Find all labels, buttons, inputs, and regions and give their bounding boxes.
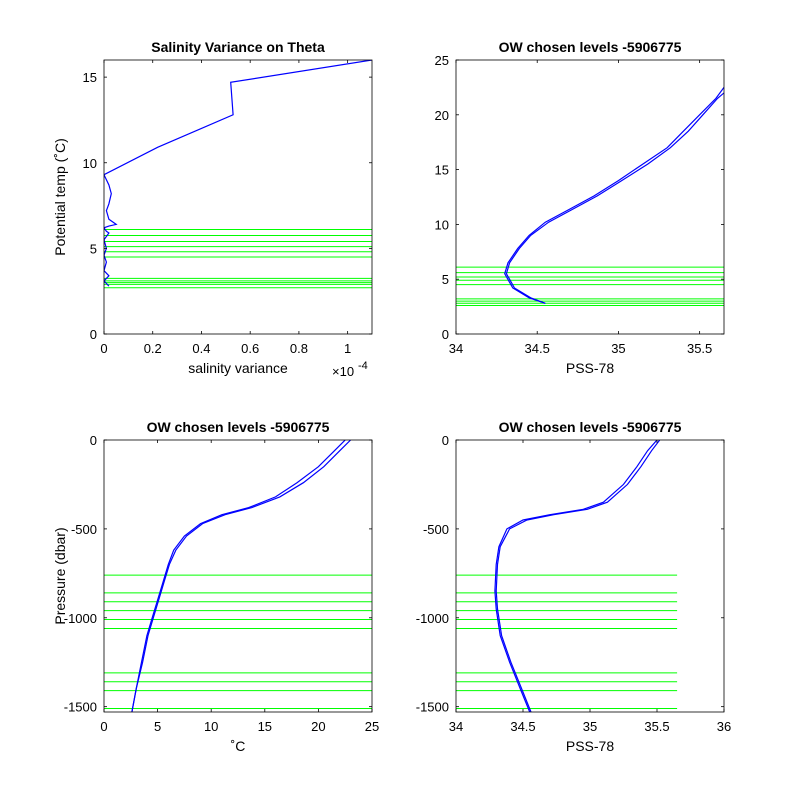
y-tick-label: -500 [71,522,97,537]
plot-area [456,60,724,334]
profile-line [495,440,661,712]
level-lines [456,574,678,709]
plot-area [104,60,372,334]
x-tick-label: 35 [583,719,597,734]
y-tick-label: 10 [435,217,449,232]
y-tick-label: 0 [442,433,449,448]
chart-title: OW chosen levels -5906775 [499,419,682,435]
profile-lines [504,87,724,304]
x-tick-label: 34 [449,719,463,734]
axes-box [103,59,373,335]
x-tick-label: 34.5 [525,341,550,356]
x-axis-label: PSS-78 [566,360,614,376]
profile-line [104,60,372,287]
y-tick-label: 0 [90,327,97,342]
chart-title: OW chosen levels -5906775 [499,39,682,55]
y-axis-label: Pressure (dbar) [52,527,68,624]
profile-line [494,440,658,712]
x-tick-label: 35.5 [687,341,712,356]
x-tick-label: 35 [611,341,625,356]
x-axis-label: PSS-78 [566,738,614,754]
y-tick-label: -500 [423,522,449,537]
x-tick-label: 34 [449,341,463,356]
x-tick-label: 25 [365,719,379,734]
y-tick-label: 0 [90,433,97,448]
y-tick-label: 20 [435,108,449,123]
plot-area [456,440,724,712]
x-tick-label: 0.8 [290,341,308,356]
x-tick-label: 35.5 [644,719,669,734]
profile-lines [494,440,661,712]
x-tick-label: 34.5 [510,719,535,734]
axes-box [455,59,725,335]
chart-title: Salinity Variance on Theta [151,39,325,55]
plot-area [104,440,372,712]
x-tick-label: 20 [311,719,325,734]
x-tick-label: 0.2 [144,341,162,356]
x-tick-label: 0 [100,719,107,734]
panel-pressure-temperature: 0 5 10 15 20 25 -1500 -1000 -500 0 OW chosen level… [52,419,379,754]
x-tick-label: 0.4 [192,341,210,356]
y-tick-label: -1500 [416,700,449,715]
x-axis-label: ˚C [231,738,246,754]
y-tick-label: 10 [83,156,97,171]
x-tick-label: 0.6 [241,341,259,356]
chart-title: OW chosen levels -5906775 [147,419,330,435]
y-tick-label: 5 [442,272,449,287]
x-tick-label: 1 [344,341,351,356]
y-tick-label: -1000 [416,611,449,626]
x-tick-label: 36 [717,719,731,734]
profile-line [131,440,352,712]
profile-line [504,87,724,304]
level-lines [104,229,372,289]
x-tick-label: 0 [100,341,107,356]
profile-line [505,92,724,304]
axes-box [103,439,373,713]
y-tick-label: 0 [442,327,449,342]
panel-pressure-salinity: 34 34.5 35 35.5 36 -1500 -1000 -500 0 OW chosen l… [416,419,731,754]
y-axis-label: Potential temp (˚C) [52,138,68,255]
x-exponent-power: -4 [358,360,368,372]
panel-theta-salinity: 34 34.5 35 35.5 0 5 10 15 20 25 OW chosen levels -… [435,39,725,376]
profile-lines [104,60,372,287]
level-lines [104,574,372,709]
y-tick-label: -1500 [64,700,97,715]
x-axis-label: salinity variance [188,360,288,376]
profile-line [131,440,346,712]
level-lines [456,266,724,307]
x-tick-label: 5 [154,719,161,734]
x-exponent-label: ×10 [332,364,354,379]
y-tick-label: 15 [435,163,449,178]
y-tick-label: -1000 [64,611,97,626]
y-tick-label: 15 [83,70,97,85]
x-tick-label: 10 [204,719,218,734]
y-tick-label: 25 [435,53,449,68]
profile-lines [131,440,352,712]
y-tick-label: 5 [90,241,97,256]
x-tick-label: 15 [258,719,272,734]
